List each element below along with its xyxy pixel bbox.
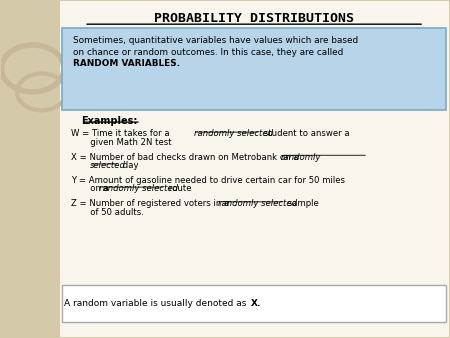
FancyBboxPatch shape [62,285,446,321]
Text: on a: on a [71,185,111,193]
Text: on chance or random outcomes. In this case, they are called: on chance or random outcomes. In this ca… [73,48,343,57]
Text: randomly selected: randomly selected [99,185,178,193]
Text: given Math 2N test: given Math 2N test [71,138,171,147]
Text: randomly: randomly [281,152,321,162]
Text: PROBABILITY DISTRIBUTIONS: PROBABILITY DISTRIBUTIONS [154,12,354,25]
Text: day: day [120,161,139,170]
Text: route: route [166,185,191,193]
Text: X.: X. [251,299,261,308]
Text: A random variable is usually denoted as: A random variable is usually denoted as [64,299,250,308]
Text: Sometimes, quantitative variables have values which are based: Sometimes, quantitative variables have v… [73,36,358,45]
Text: sample: sample [285,199,319,208]
Text: randomly selected: randomly selected [218,199,297,208]
Text: selected: selected [90,161,126,170]
Text: student to answer a: student to answer a [261,129,349,139]
Text: of 50 adults.: of 50 adults. [71,208,144,217]
Text: randomly selected: randomly selected [194,129,273,139]
Text: RANDOM VARIABLES.: RANDOM VARIABLES. [73,59,180,68]
FancyBboxPatch shape [59,1,449,337]
FancyBboxPatch shape [62,28,446,110]
Text: X = Number of bad checks drawn on Metrobank on a: X = Number of bad checks drawn on Metrob… [71,152,301,162]
Text: W = Time it takes for a: W = Time it takes for a [71,129,172,139]
Text: Y = Amount of gasoline needed to drive certain car for 50 miles: Y = Amount of gasoline needed to drive c… [71,176,345,185]
Text: Z = Number of registered voters in a: Z = Number of registered voters in a [71,199,232,208]
Text: Examples:: Examples: [81,116,137,126]
